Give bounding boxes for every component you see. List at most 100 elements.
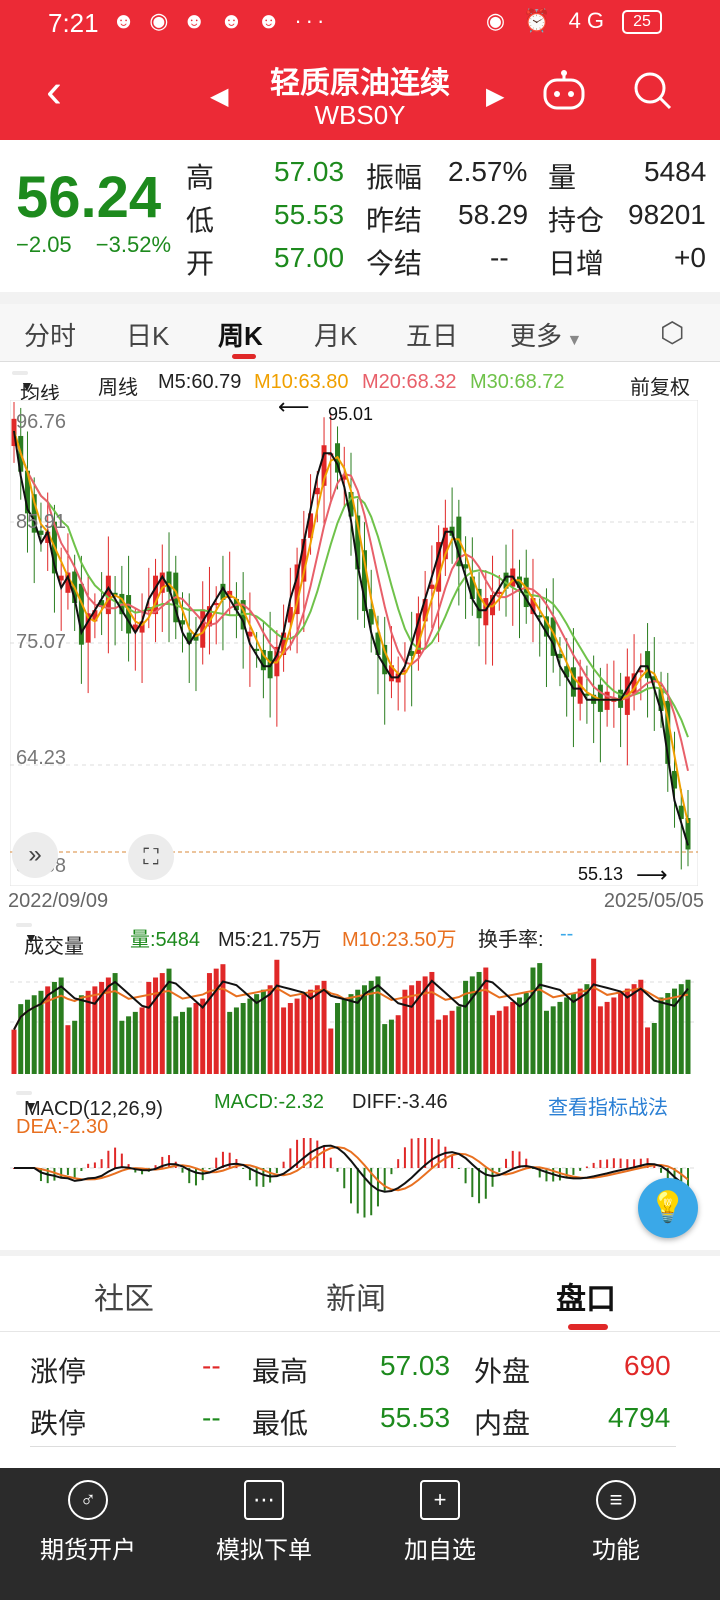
change-percent: −3.52% — [95, 232, 172, 257]
open-account-icon: ♂ — [68, 1480, 108, 1520]
macd-bar — [73, 1168, 76, 1179]
volume-bar — [604, 1001, 610, 1074]
macd-bar — [430, 1138, 433, 1168]
candle-body — [483, 598, 489, 626]
tab-five-day[interactable]: 五日 — [406, 321, 459, 351]
tab-more[interactable]: 更多 ▼ — [510, 316, 582, 353]
tab-weekly[interactable]: 周K — [218, 321, 263, 351]
tab-news[interactable]: 新闻 — [326, 1283, 386, 1316]
battery-icon: 25 — [622, 10, 662, 34]
candle-body — [139, 621, 145, 633]
volume-indicator-select[interactable]: 成交量 ▼ — [16, 923, 84, 958]
macd-bar — [390, 1168, 393, 1175]
macd-bar — [215, 1157, 218, 1168]
indicator-strategy-link[interactable]: 查看指标战法 — [548, 1097, 668, 1119]
dea-value: DEA:-2.30 — [16, 1116, 109, 1138]
volume-bar — [638, 979, 644, 1074]
ma30-value: M30:68.72 — [470, 371, 565, 393]
macd-bar — [478, 1168, 481, 1204]
value-daily-change: +0 — [674, 242, 706, 273]
macd-bar — [565, 1168, 568, 1179]
volume-bar — [658, 997, 664, 1074]
nav-functions[interactable]: ≡ 功能 — [536, 1480, 696, 1565]
back-icon[interactable]: ‹ — [46, 65, 62, 118]
quote-row: 低 55.53 昨结 58.29 持仓 98201 — [186, 195, 720, 238]
tab-community[interactable]: 社区 — [94, 1283, 154, 1316]
volume-bar — [570, 993, 576, 1074]
chevron-down-icon: ▼ — [562, 332, 583, 349]
macd-bar — [296, 1139, 299, 1168]
search-icon[interactable] — [632, 70, 674, 112]
candle-body — [678, 805, 684, 820]
candle-body — [247, 631, 253, 637]
volume-bar — [395, 1015, 401, 1074]
candle-body — [604, 691, 610, 710]
tab-daily[interactable]: 日K — [126, 321, 170, 351]
macd-bar — [666, 1168, 669, 1186]
next-contract-icon[interactable]: ▶ — [486, 83, 505, 110]
candle-body — [65, 572, 71, 593]
assistant-robot-icon[interactable] — [540, 70, 588, 112]
ma5-value: M5:60.79 — [158, 371, 242, 393]
volume-bar — [591, 958, 597, 1074]
tab-intraday[interactable]: 分时 — [24, 321, 77, 351]
adjust-toggle[interactable]: 前复权 — [630, 377, 690, 399]
min-price-label: 55.13 — [578, 864, 623, 884]
min-arrow-icon: ⟶ — [636, 862, 668, 886]
candle-body — [415, 613, 421, 654]
volume-bar — [281, 1007, 287, 1074]
candle-body — [281, 632, 287, 655]
volume-bar — [180, 1011, 185, 1074]
label-open-interest: 持仓 — [548, 205, 605, 236]
volume-bar — [11, 1029, 17, 1074]
volume-bar — [173, 1016, 179, 1074]
chevron-down-icon: ▼ — [20, 378, 34, 394]
active-tab-indicator — [232, 354, 256, 359]
tab-order-book[interactable]: 盘口 — [556, 1283, 616, 1316]
nav-open-account[interactable]: ♂ 期货开户 — [8, 1480, 168, 1565]
macd-chart[interactable] — [10, 1138, 698, 1240]
previous-contract-icon[interactable]: ◀ — [210, 83, 229, 110]
fullscreen-icon[interactable]: ⛶ — [128, 834, 174, 880]
nav-simulate-order[interactable]: ⋯ 模拟下单 — [184, 1480, 344, 1565]
lightbulb-icon[interactable]: 💡 — [638, 1178, 698, 1238]
macd-bar — [639, 1158, 642, 1168]
macd-bar — [194, 1168, 197, 1186]
volume-chart[interactable] — [10, 952, 698, 1074]
macd-bar — [39, 1168, 42, 1182]
candle-body — [570, 667, 576, 697]
price-change: −2.05 −3.52% — [16, 232, 171, 258]
macd-indicator-select[interactable]: MACD(12,26,9) ▼ — [16, 1091, 163, 1120]
tab-monthly[interactable]: 月K — [314, 321, 358, 351]
candle-body — [99, 600, 105, 608]
macd-bar — [168, 1155, 171, 1168]
nav-add-watchlist[interactable]: + 加自选 — [360, 1480, 520, 1565]
candle-body — [382, 644, 388, 675]
indicator-select[interactable]: 均线 ▼ — [12, 371, 60, 406]
volume-bar — [267, 985, 273, 1074]
ma5-line — [13, 430, 689, 846]
macd-bar — [633, 1159, 636, 1168]
volume-bar — [247, 998, 253, 1074]
candle-body — [557, 653, 563, 659]
expand-icon[interactable]: » — [12, 832, 58, 878]
volume-bar — [618, 993, 624, 1074]
volume-bar — [510, 1001, 516, 1074]
volume-bar — [301, 994, 307, 1074]
volume-bar — [463, 980, 469, 1074]
macd-bar — [538, 1168, 541, 1178]
volume-bar — [537, 963, 543, 1074]
candlestick-chart[interactable]: 96.76 85.91 75.07 64.23 53.38 ⟵ 95.01 55… — [10, 400, 698, 886]
macd-bar — [87, 1163, 90, 1168]
settings-icon[interactable]: ⬡ — [660, 317, 685, 348]
nav-label: 期货开户 — [40, 1537, 136, 1564]
macd-bar — [127, 1164, 130, 1168]
instrument-code: WBS0Y — [314, 100, 406, 130]
candle-body — [436, 542, 442, 592]
volume-bar — [206, 973, 212, 1074]
quote-row: 开 57.00 今结 -- 日增 +0 — [186, 238, 720, 281]
value-prev-settle: 58.29 — [458, 199, 529, 230]
macd-bar — [484, 1168, 487, 1199]
volume-bar — [496, 1010, 502, 1074]
macd-bar — [343, 1168, 346, 1189]
